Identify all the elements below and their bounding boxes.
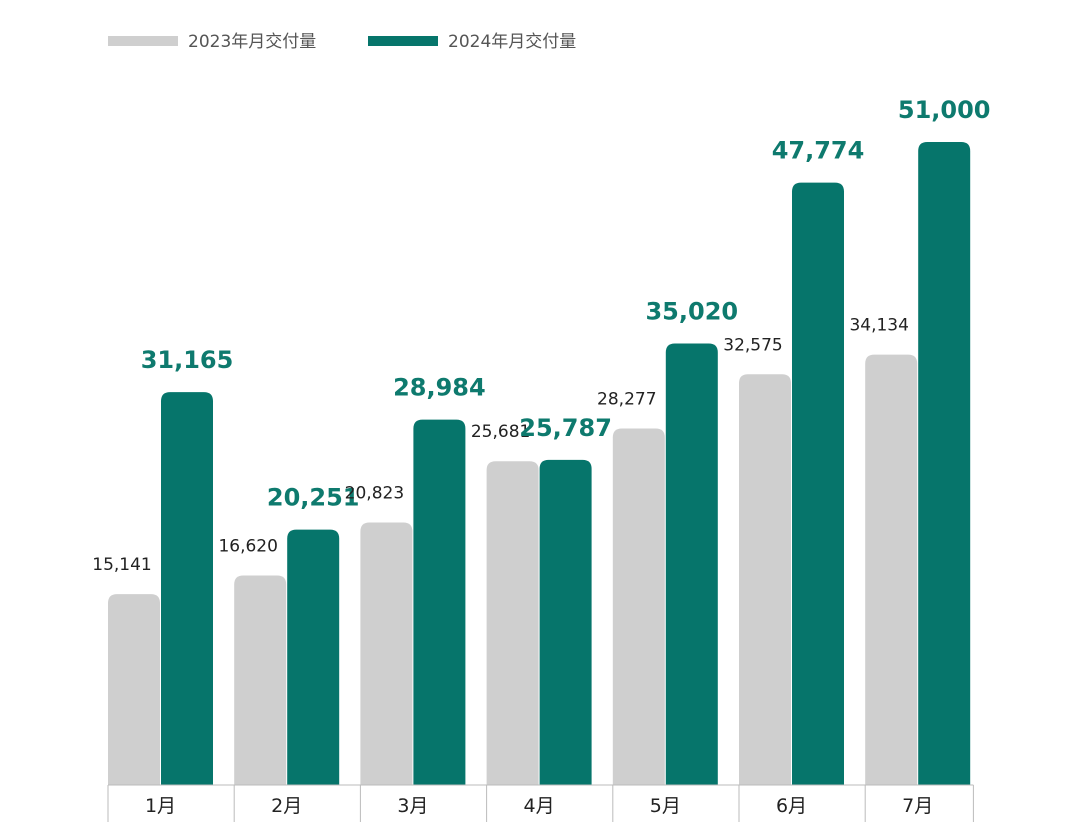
month-label-7: 7月 [902, 795, 933, 817]
bar-2023-1 [108, 594, 160, 785]
value-label-2023-5: 28,277 [597, 389, 656, 409]
legend-label-2023: 2023年月交付量 [188, 32, 316, 52]
bar-2024-1 [161, 392, 213, 785]
legend-label-2024: 2024年月交付量 [448, 32, 576, 52]
bar-2023-7 [865, 354, 918, 785]
value-label-2024-5: 35,020 [645, 297, 738, 325]
value-label-2023-4: 25,681 [471, 422, 530, 442]
value-label-2023-6: 32,575 [723, 335, 782, 355]
bar-2023-5 [612, 428, 665, 785]
value-label-2023-7: 34,134 [849, 316, 908, 336]
value-label-2023-2: 16,620 [218, 536, 277, 556]
month-label-4: 4月 [524, 795, 555, 817]
value-label-2024-1: 31,165 [141, 346, 234, 374]
bar-2023-2 [234, 575, 287, 785]
month-label-6: 6月 [776, 795, 807, 817]
bar-2024-4 [539, 459, 592, 785]
bar-2024-5 [665, 343, 718, 785]
value-label-2023-3: 20,823 [345, 483, 404, 503]
value-label-2023-1: 15,141 [92, 555, 151, 575]
bar-2023-3 [360, 522, 413, 785]
bar-2024-3 [413, 419, 466, 785]
month-label-3: 3月 [397, 795, 428, 817]
month-label-5: 5月 [650, 795, 681, 817]
legend-swatch-2024 [368, 36, 438, 46]
bar-2024-7 [918, 142, 971, 785]
bar-2024-6 [792, 182, 844, 785]
bar-2024-2 [287, 529, 340, 785]
month-label-1: 1月 [145, 795, 176, 817]
value-label-2024-3: 28,984 [393, 374, 486, 402]
value-label-2024-2: 20,251 [267, 484, 360, 512]
bar-2023-6 [739, 374, 791, 785]
value-label-2024-6: 47,774 [772, 137, 865, 165]
month-label-2: 2月 [271, 795, 302, 817]
value-label-2024-4: 25,787 [519, 414, 612, 442]
bar-2023-4 [486, 461, 539, 785]
value-label-2024-7: 51,000 [898, 96, 991, 124]
legend-swatch-2023 [108, 36, 178, 46]
